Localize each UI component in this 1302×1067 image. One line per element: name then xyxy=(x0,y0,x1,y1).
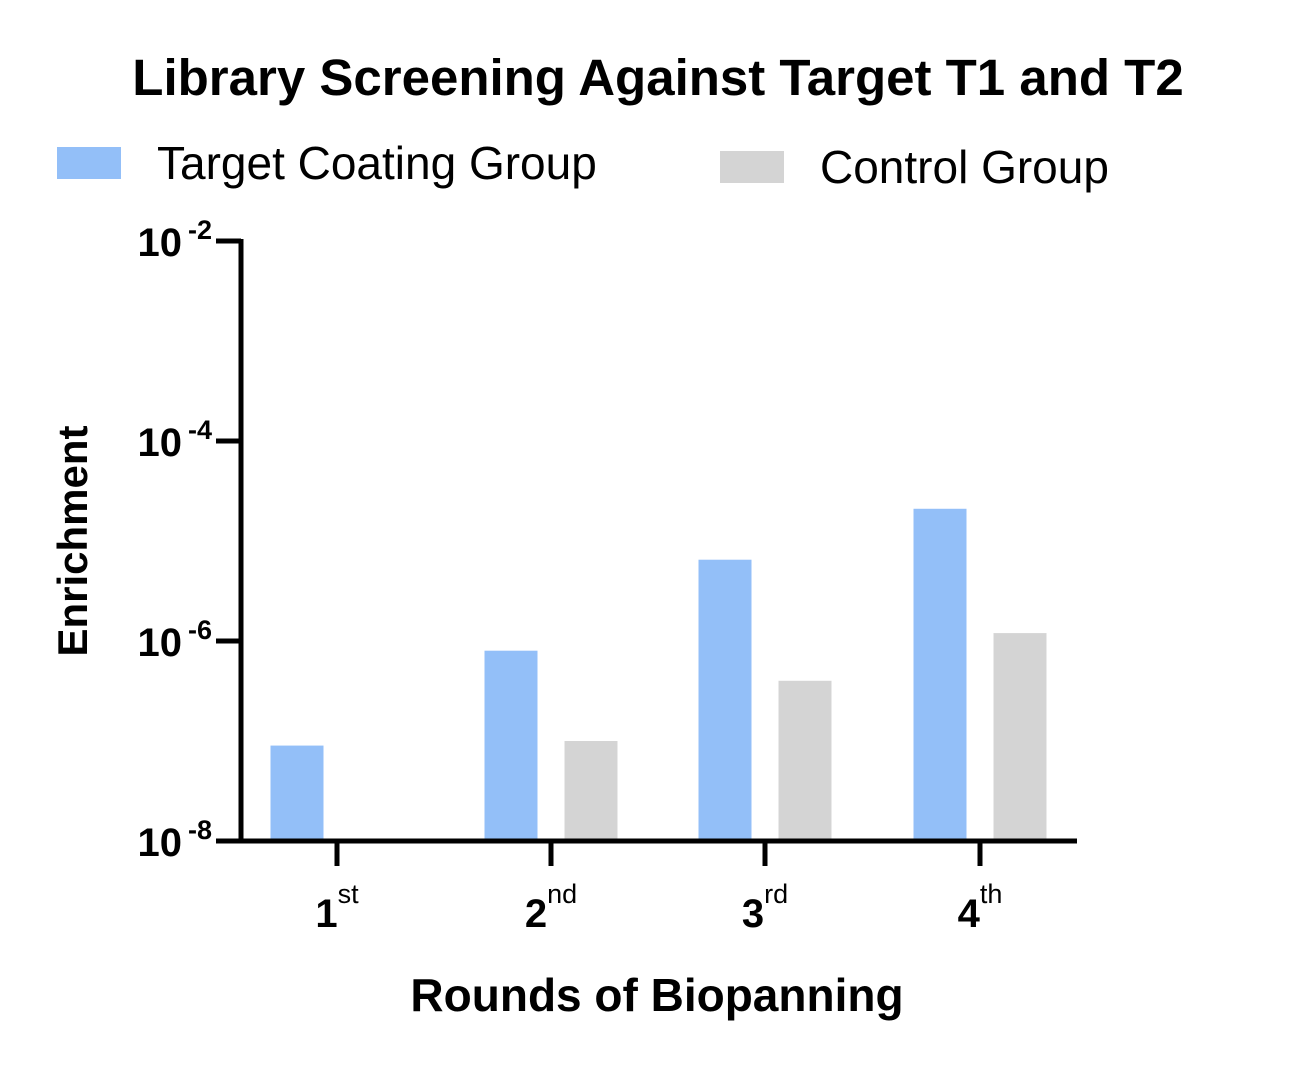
legend-swatch-target-coating xyxy=(57,147,121,179)
legend-label-control: Control Group xyxy=(820,141,1109,193)
legend-item-control: Control Group xyxy=(720,141,1109,193)
bar-target-coating-group-3 xyxy=(698,559,752,841)
chart-title: Library Screening Against Target T1 and … xyxy=(132,49,1184,106)
x-tick-label-2: 2nd xyxy=(525,879,577,936)
bar-target-coating-group-2 xyxy=(484,650,538,841)
y-axis-label: Enrichment xyxy=(49,425,96,657)
bar-target-coating-group-1 xyxy=(270,745,324,841)
bar-control-group-2 xyxy=(564,741,618,841)
x-tick-label-4: 4th xyxy=(958,879,1003,936)
y-tick-label--2: 10 -2 xyxy=(137,215,212,265)
bar-control-group-3 xyxy=(778,680,832,841)
legend-item-target-coating: Target Coating Group xyxy=(57,137,597,189)
legend-label-target-coating: Target Coating Group xyxy=(157,137,597,189)
y-tick-label--4: 10 -4 xyxy=(137,415,212,465)
bar-control-group-4 xyxy=(993,633,1047,841)
legend-swatch-control xyxy=(720,151,784,183)
y-tick-label--6: 10 -6 xyxy=(137,615,212,665)
x-tick-label-1: 1st xyxy=(315,879,359,936)
x-tick-label-3: 3rd xyxy=(742,879,788,936)
y-tick-label--8: 10 -8 xyxy=(137,815,212,865)
x-axis-label: Rounds of Biopanning xyxy=(410,969,904,1021)
bar-target-coating-group-4 xyxy=(913,508,967,841)
